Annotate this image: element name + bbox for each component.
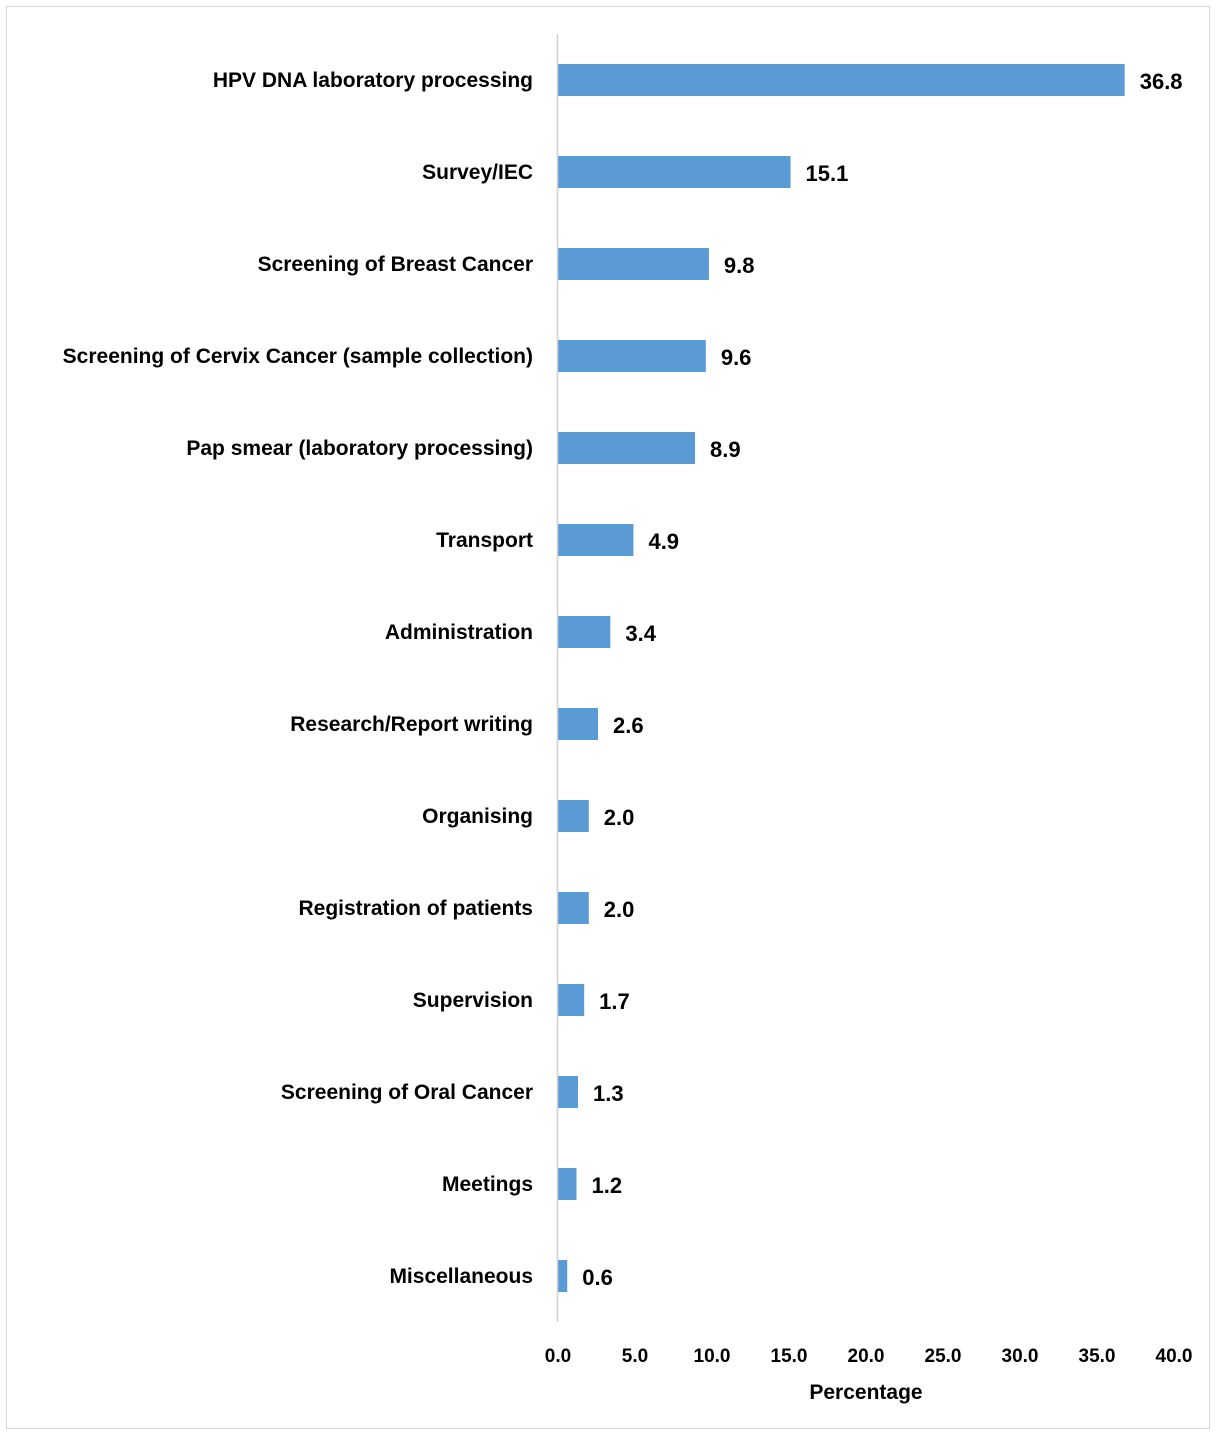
x-tick-label: 10.0 xyxy=(694,1346,731,1367)
category-labels: HPV DNA laboratory processing Survey/IEC S… xyxy=(63,69,533,1288)
value-labels: 36.8 15.1 9.8 9.6 8.9 4.9 3.4 2.6 2.0 2.0 1.7 1.3 1.… xyxy=(582,69,1182,1290)
chart-frame xyxy=(6,6,1210,1429)
x-axis-tick-labels: 0.0 5.0 10.0 15.0 20.0 25.0 30.0 35.0 40.0 xyxy=(545,1346,1193,1367)
data-label: 9.6 xyxy=(721,345,752,370)
bar xyxy=(558,1076,579,1108)
bar xyxy=(558,156,791,188)
x-tick-label: 30.0 xyxy=(1002,1346,1039,1367)
category-label: Screening of Cervix Cancer (sample colle… xyxy=(63,345,533,368)
x-axis-title: Percentage xyxy=(809,1381,922,1404)
data-label: 2.6 xyxy=(613,713,644,738)
x-tick-label: 20.0 xyxy=(848,1346,885,1367)
bar xyxy=(558,1168,577,1200)
category-label: Organising xyxy=(422,805,533,828)
data-label: 15.1 xyxy=(806,161,849,186)
category-label: Screening of Oral Cancer xyxy=(281,1081,533,1104)
data-label: 1.2 xyxy=(591,1173,622,1198)
bars-layer xyxy=(558,64,1125,1292)
bar xyxy=(558,984,585,1016)
x-tick-label: 35.0 xyxy=(1079,1346,1116,1367)
bar xyxy=(558,708,599,740)
bar xyxy=(558,892,589,924)
x-tick-label: 25.0 xyxy=(925,1346,962,1367)
data-label: 4.9 xyxy=(648,529,679,554)
category-label: Miscellaneous xyxy=(389,1265,533,1288)
category-label: Administration xyxy=(385,621,533,644)
bar xyxy=(558,616,611,648)
data-label: 8.9 xyxy=(710,437,741,462)
bar xyxy=(558,64,1125,96)
bar xyxy=(558,432,696,464)
data-label: 2.0 xyxy=(604,805,635,830)
category-label: Research/Report writing xyxy=(290,713,533,736)
category-label: Transport xyxy=(436,529,533,552)
category-label: Registration of patients xyxy=(298,897,533,920)
bar xyxy=(558,800,589,832)
bar xyxy=(558,340,706,372)
data-label: 1.7 xyxy=(599,989,630,1014)
x-tick-label: 0.0 xyxy=(545,1346,571,1367)
data-label: 9.8 xyxy=(724,253,755,278)
category-label: Screening of Breast Cancer xyxy=(258,253,533,276)
category-label: Supervision xyxy=(413,989,533,1012)
category-label: HPV DNA laboratory processing xyxy=(213,69,533,92)
x-tick-label: 15.0 xyxy=(771,1346,808,1367)
bar xyxy=(558,248,709,280)
data-label: 36.8 xyxy=(1140,69,1183,94)
x-tick-label: 40.0 xyxy=(1156,1346,1193,1367)
category-label: Meetings xyxy=(442,1173,533,1196)
data-label: 0.6 xyxy=(582,1265,613,1290)
data-label: 3.4 xyxy=(625,621,656,646)
bar xyxy=(558,524,634,556)
data-label: 2.0 xyxy=(604,897,635,922)
x-tick-label: 5.0 xyxy=(622,1346,648,1367)
data-label: 1.3 xyxy=(593,1081,624,1106)
bar xyxy=(558,1260,568,1292)
category-label: Pap smear (laboratory processing) xyxy=(186,437,533,460)
category-label: Survey/IEC xyxy=(422,161,533,184)
